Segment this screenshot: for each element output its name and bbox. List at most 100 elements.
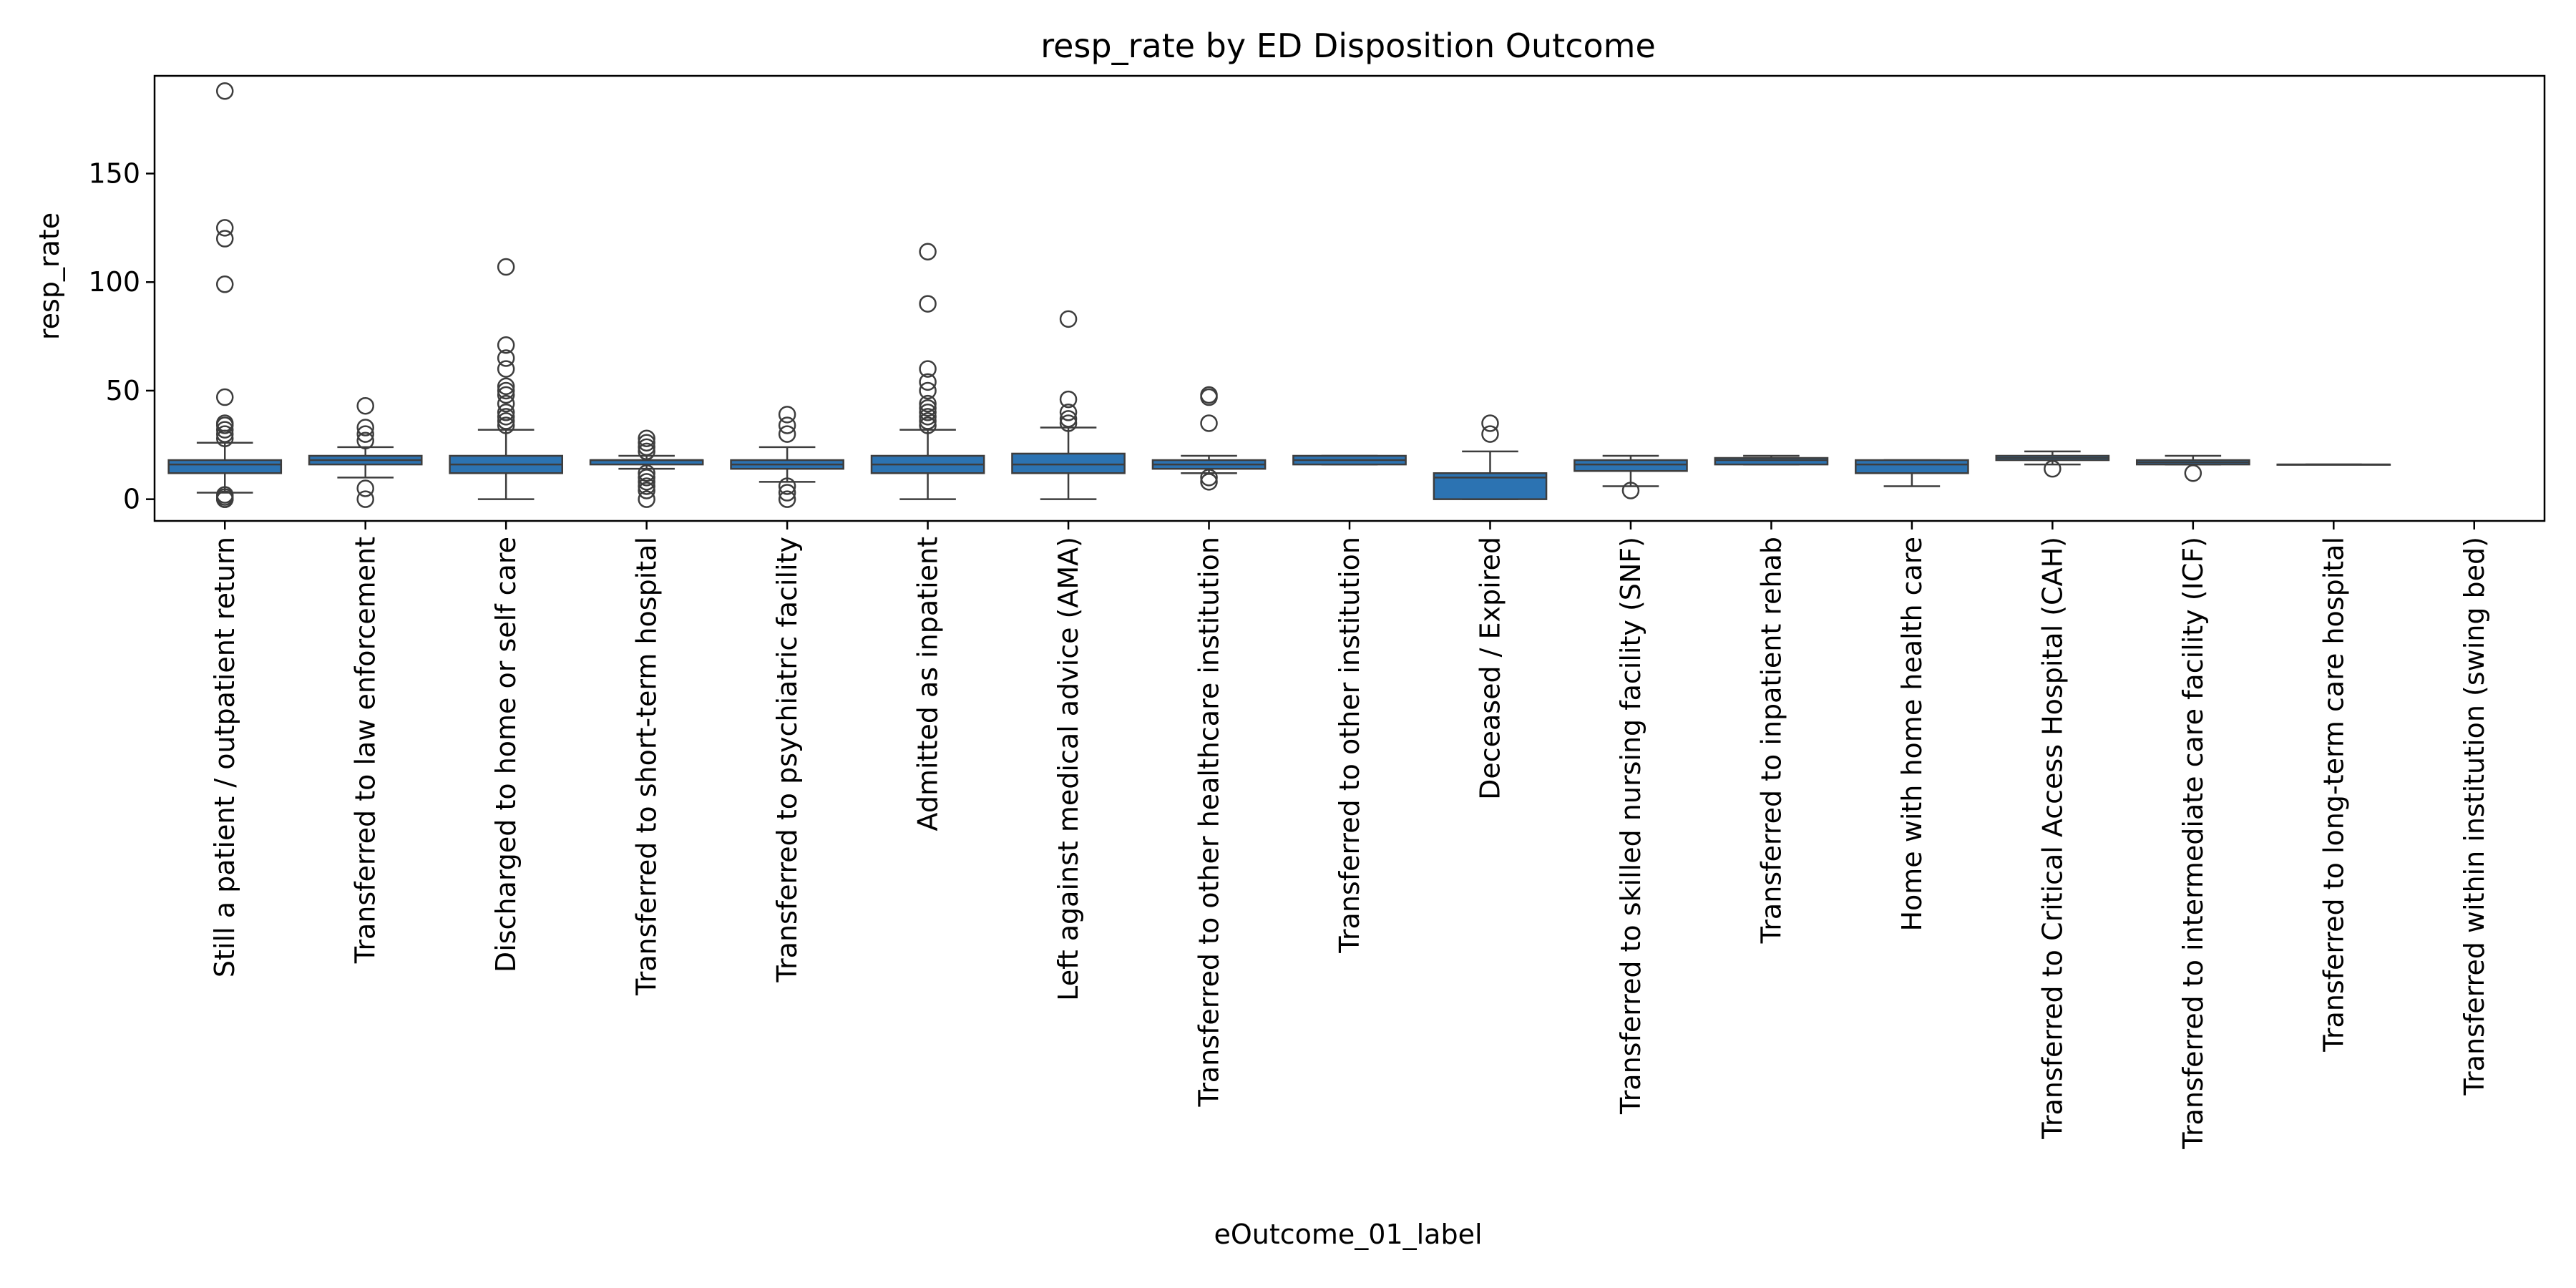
plot-frame <box>153 74 2546 522</box>
outlier-point <box>638 469 655 487</box>
chart-title: resp_rate by ED Disposition Outcome <box>1040 26 1656 65</box>
outlier-point <box>1059 414 1078 432</box>
outlier-point <box>638 464 655 482</box>
y-tick-label: 50 <box>106 375 140 406</box>
outlier-point <box>919 408 937 426</box>
box-12 <box>1714 454 1829 466</box>
outlier-point <box>356 425 374 443</box>
box-10 <box>1433 414 1548 500</box>
box-4 <box>589 429 704 508</box>
outlier-point <box>1059 410 1078 428</box>
outlier-point <box>215 414 234 432</box>
y-tick-label: 150 <box>88 158 140 190</box>
outlier-point <box>919 399 937 417</box>
box-13 <box>1855 459 1969 487</box>
x-tick-label: Still a patient / outpatient return <box>209 537 240 977</box>
outlier-point <box>497 349 515 367</box>
outlier-point <box>497 404 515 421</box>
outlier-point <box>1200 469 1218 487</box>
outlier-point <box>919 381 937 400</box>
outlier-point <box>497 360 515 378</box>
plot-area: 0 50 100 150 Still a patient / outpatient re… <box>88 82 2490 1150</box>
x-tick-label: Deceased / Expired <box>1474 537 1506 800</box>
outlier-point <box>919 360 937 378</box>
outlier-point <box>215 82 234 100</box>
y-tick-label: 100 <box>88 266 140 298</box>
iqr-box <box>1574 459 1688 472</box>
outlier-point <box>356 396 374 415</box>
outlier-point <box>919 243 937 261</box>
x-tick-label: Transferred to other healthcare institut… <box>1194 537 1225 1107</box>
x-tick-label: Transferred to Critical Access Hospital … <box>2036 537 2068 1140</box>
outlier-point <box>215 230 234 248</box>
x-tick-label: Transferred to skilled nursing facility … <box>1615 537 1646 1115</box>
outlier-point <box>356 431 374 449</box>
x-tick-label: Transferred to other institution <box>1334 537 1365 954</box>
outlier-point <box>215 421 234 439</box>
outlier-point <box>638 482 655 499</box>
outlier-point <box>919 416 937 434</box>
outlier-point <box>778 490 796 508</box>
y-axis-label: resp_rate <box>34 213 65 340</box>
outlier-point <box>2044 459 2062 478</box>
box-3 <box>449 258 564 500</box>
outlier-point <box>638 473 655 491</box>
outlier-point <box>638 442 655 461</box>
outlier-point <box>1200 414 1218 432</box>
outlier-point <box>497 408 515 426</box>
outlier-point <box>497 336 515 354</box>
x-tick-label: Transferred to long-term care hospital <box>2318 537 2349 1053</box>
x-axis-label: eOutcome_01_label <box>1214 1219 1482 1250</box>
outlier-point <box>1621 482 1640 499</box>
outlier-point <box>497 412 515 430</box>
outlier-point <box>497 258 515 276</box>
iqr-box <box>167 459 283 474</box>
box-15 <box>2135 454 2250 482</box>
outlier-point <box>215 388 234 406</box>
box-11 <box>1574 454 1688 499</box>
outlier-point <box>638 429 655 447</box>
outlier-point <box>1481 425 1499 443</box>
outlier-point <box>215 219 234 237</box>
outlier-point <box>778 484 796 502</box>
x-tick-label: Home with home health care <box>1896 537 1928 932</box>
outlier-point <box>356 419 374 436</box>
iqr-box <box>1855 459 1969 474</box>
outlier-point <box>497 394 515 413</box>
outlier-point <box>2184 464 2202 482</box>
box-9 <box>1292 454 1407 466</box>
x-tick-label: Transferred to inpatient rehab <box>1755 537 1787 944</box>
outlier-point <box>1059 404 1078 421</box>
outlier-point <box>919 394 937 413</box>
iqr-box <box>1011 452 1126 474</box>
outlier-point <box>778 406 796 424</box>
x-tick-label: Transferred to law enforcement <box>350 537 381 964</box>
outlier-point <box>497 377 515 396</box>
outlier-point <box>215 275 234 293</box>
outlier-point <box>1200 473 1218 491</box>
outlier-point <box>497 416 515 434</box>
outlier-point <box>778 416 796 434</box>
box-7 <box>1011 310 1126 500</box>
outlier-point <box>919 404 937 421</box>
outlier-point <box>778 425 796 443</box>
outlier-point <box>356 479 374 497</box>
x-tick-label: Transferred to psychiatric facility <box>771 537 803 983</box>
outlier-point <box>215 486 234 504</box>
outlier-point <box>1481 414 1499 432</box>
box-8 <box>1151 386 1267 491</box>
box-5 <box>730 406 844 508</box>
outlier-point <box>356 490 374 508</box>
box-1 <box>167 82 283 508</box>
outlier-point <box>1059 390 1078 409</box>
outlier-point <box>919 373 937 391</box>
outlier-point <box>919 295 937 313</box>
outlier-point <box>1059 310 1078 328</box>
x-tick-label: Discharged to home or self care <box>490 537 522 972</box>
box-16 <box>2276 463 2391 466</box>
x-tick-label: Transferred to short-term hospital <box>631 537 663 996</box>
outlier-point <box>919 412 937 430</box>
outlier-point <box>638 438 655 457</box>
x-tick-label: Transferred within institution (swing be… <box>2459 537 2490 1096</box>
